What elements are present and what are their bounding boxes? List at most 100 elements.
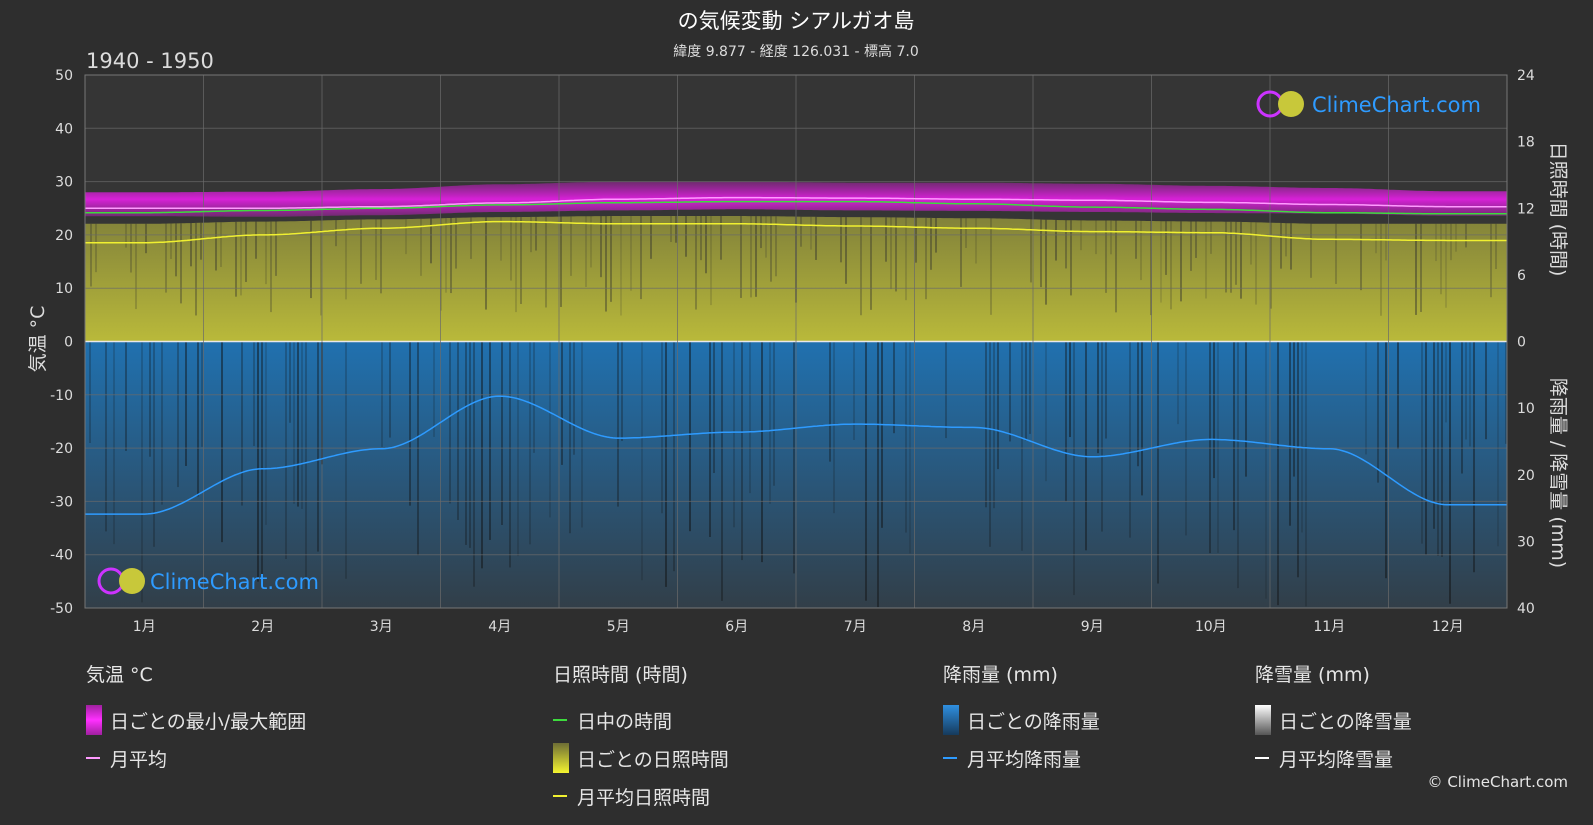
copyright: © ClimeChart.com: [1427, 773, 1568, 791]
sunshine-daily-bar: [1230, 221, 1232, 293]
rain-daily-bar: [105, 341, 107, 532]
sunshine-daily-bar: [1280, 222, 1282, 269]
right-bottom-tick-label: 10: [1517, 401, 1535, 417]
sunshine-daily-bar: [1105, 220, 1107, 293]
sunshine-daily-bar: [1380, 223, 1382, 316]
sunshine-daily-bar: [360, 219, 362, 284]
sunshine-daily-bar: [450, 217, 452, 294]
sunshine-daily-bar: [1205, 221, 1207, 299]
sunshine-daily-bar: [125, 223, 127, 248]
left-tick-label: 10: [55, 281, 73, 297]
rain-daily-bar: [1157, 341, 1159, 584]
left-tick-label: 30: [55, 175, 73, 191]
rain-daily-bar: [473, 341, 475, 587]
legend-label: 月平均日照時間: [577, 786, 711, 809]
sunshine-daily-bar: [845, 217, 847, 284]
sunshine-daily-bar: [265, 221, 267, 285]
sunshine-daily-bar: [1140, 220, 1142, 281]
rain-daily-bar: [305, 341, 307, 589]
legend-label: 日ごとの降雨量: [967, 710, 1100, 733]
left-axis-label: 気温 °C: [27, 306, 49, 373]
sunshine-daily-bar: [600, 216, 602, 278]
sunshine-daily-bar: [990, 218, 992, 315]
sunshine-daily-bar: [1165, 221, 1167, 275]
sunshine-daily-bar: [895, 217, 897, 292]
rain-daily-bar: [985, 341, 987, 508]
rain-daily-bar: [1141, 341, 1143, 496]
rain-daily-bar: [1209, 341, 1211, 554]
sunshine-daily-bar: [195, 222, 197, 316]
sunshine-daily-bar: [710, 216, 712, 306]
rain-daily-bar: [465, 341, 467, 545]
rain-daily-bar: [1297, 341, 1299, 578]
sunshine-daily-bar: [405, 219, 407, 255]
sunshine-daily-bar: [1290, 223, 1292, 270]
sunshine-daily-bar: [810, 216, 812, 250]
sunshine-daily-bar: [675, 216, 677, 243]
sunshine-daily-bar: [1070, 220, 1072, 296]
rain-daily-bar: [741, 341, 743, 561]
sunshine-daily-bar: [915, 217, 917, 263]
sunshine-daily-bar: [960, 218, 962, 287]
legend-heading: 気温 °C: [86, 664, 153, 686]
x-tick-label: 12月: [1432, 619, 1464, 635]
rain-daily-bar: [449, 341, 451, 504]
rain-daily-bar: [641, 341, 643, 581]
rain-daily-bar: [1137, 341, 1139, 467]
sunshine-daily-bar: [200, 222, 202, 260]
climechart-logo-icon: [1256, 90, 1304, 118]
sunshine-daily-bar: [1110, 220, 1112, 255]
sunshine-daily-bar: [535, 216, 537, 251]
sunshine-daily-bar: [275, 221, 277, 276]
rain-daily-bar: [989, 341, 991, 547]
rain-daily-bar: [257, 341, 259, 582]
legend-item: 日ごとの降雨量: [943, 701, 1100, 739]
rain-daily-bar: [621, 341, 623, 442]
sunshine-avg-line: [85, 220, 1507, 244]
sunshine-daily-bar: [135, 223, 137, 310]
x-tick-label: 4月: [488, 619, 511, 635]
right-top-tick-label: 12: [1517, 201, 1535, 217]
snow-daily-swatch: [1255, 705, 1271, 735]
sunshine-daily-bar: [930, 217, 932, 270]
sunshine-daily-bar: [965, 218, 967, 248]
rain-daily-bar: [221, 341, 223, 543]
temp-range-swatch: [86, 705, 102, 735]
rain-daily-bar: [1237, 341, 1239, 589]
rain-daily-bar: [749, 341, 751, 494]
sunshine-daily-bar: [1040, 219, 1042, 288]
rain-daily-bar: [1105, 341, 1107, 439]
sunshine-daily-bar: [585, 216, 587, 287]
sunshine-daily-bar: [1385, 223, 1387, 261]
rain-daily-bar: [533, 341, 535, 453]
sunshine-daily-bar: [760, 216, 762, 249]
sunshine-daily-bar: [1170, 221, 1172, 310]
rain-daily-bar: [993, 341, 995, 509]
left-tick-label: 40: [55, 121, 73, 137]
rain-daily-bar: [1421, 341, 1423, 544]
sunshine-daily-bar: [925, 217, 927, 300]
legend-heading: 日照時間 (時間): [553, 664, 688, 686]
sunshine-daily-bar: [1335, 223, 1337, 284]
legend-item: 月平均: [86, 739, 306, 777]
climechart-logo-icon: [97, 567, 145, 595]
legend-item: 月平均降雨量: [943, 739, 1100, 777]
rain-daily-bar: [481, 341, 483, 569]
legend-sunshine: 日照時間 (時間) 日中の時間 日ごとの日照時間 月平均日照時間: [553, 660, 729, 815]
left-tick-label: -50: [50, 601, 73, 617]
rain-daily-bar: [793, 341, 795, 574]
rain-daily-bar: [125, 341, 127, 451]
rain-daily-bar: [1293, 341, 1295, 477]
sunshine-daily-bar: [445, 218, 447, 293]
sunshine-daily-bar: [1495, 223, 1497, 270]
sunshine-daily-bar: [1435, 223, 1437, 262]
sunshine-daily-bar: [515, 217, 517, 313]
rain-daily-bar: [1465, 341, 1467, 440]
rain-daily-bar: [1185, 341, 1187, 536]
rain-daily-bar: [345, 341, 347, 579]
rain-daily-bar: [1245, 341, 1247, 477]
sunshine-daily-bar: [1490, 223, 1492, 298]
sunshine-daily-bar: [1375, 223, 1377, 254]
sunshine-daily-bar: [245, 221, 247, 282]
